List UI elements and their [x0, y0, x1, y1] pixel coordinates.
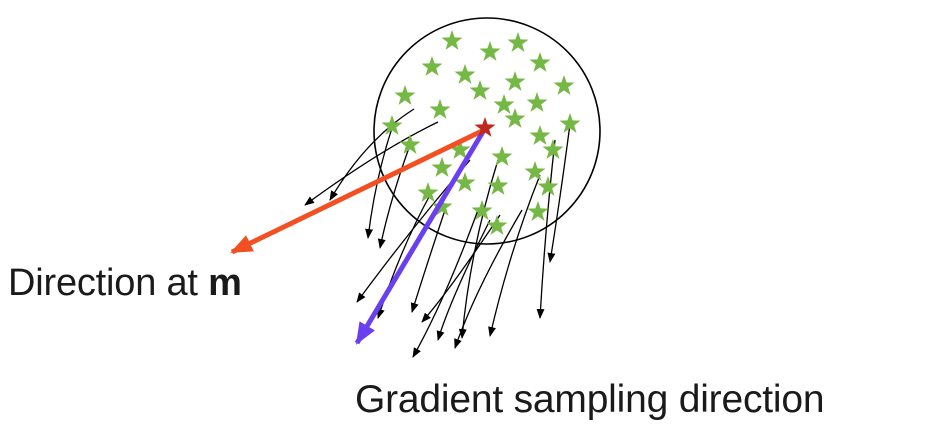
sample-arrow [458, 159, 499, 339]
sample-arrow [410, 209, 446, 313]
green-star-icon [431, 157, 453, 177]
green-star-icon [441, 30, 463, 50]
sample-arrow [454, 209, 523, 349]
direction-at-m-label: Direction at m [8, 262, 242, 305]
green-star-icon [454, 64, 476, 84]
m-symbol: m [208, 262, 242, 304]
green-star-icon [526, 92, 548, 112]
sample-arrow [412, 209, 479, 358]
green-star-icon [507, 32, 529, 52]
green-star-icon [479, 41, 501, 61]
green-star-icon [524, 161, 546, 181]
sample-arrow [377, 144, 411, 249]
green-star-icon [493, 94, 515, 114]
sample-arrow [304, 121, 439, 206]
direction-at-m-text: Direction at [8, 262, 209, 304]
green-star-icon [553, 75, 575, 95]
green-star-icon [429, 99, 451, 119]
green-star-icon [487, 175, 509, 195]
green-star-icon [559, 113, 581, 133]
green-star-icon [529, 125, 551, 145]
green-star-icon [399, 134, 421, 154]
green-star-icon [504, 71, 526, 91]
sample-arrow [421, 214, 501, 323]
green-star-icon [486, 215, 508, 235]
green-star-icon [527, 201, 549, 221]
sample-gradient-arrows [304, 108, 571, 358]
gradient-sampling-direction-label: Gradient sampling direction [355, 378, 825, 421]
green-star-icon [469, 80, 491, 100]
gradient-sampling-arrow [354, 128, 487, 345]
sample-arrow [536, 139, 556, 319]
sample-arrow [547, 123, 571, 263]
green-star-icon [421, 56, 443, 76]
green-star-icon [529, 52, 551, 72]
green-star-icon [394, 85, 416, 105]
sample-arrow [329, 108, 415, 201]
sampling-ball-circle [373, 17, 601, 245]
direction-at-m-arrow [230, 127, 486, 255]
green-star-icon [491, 146, 513, 166]
sample-arrow [436, 219, 491, 341]
sample-arrow [488, 174, 541, 337]
